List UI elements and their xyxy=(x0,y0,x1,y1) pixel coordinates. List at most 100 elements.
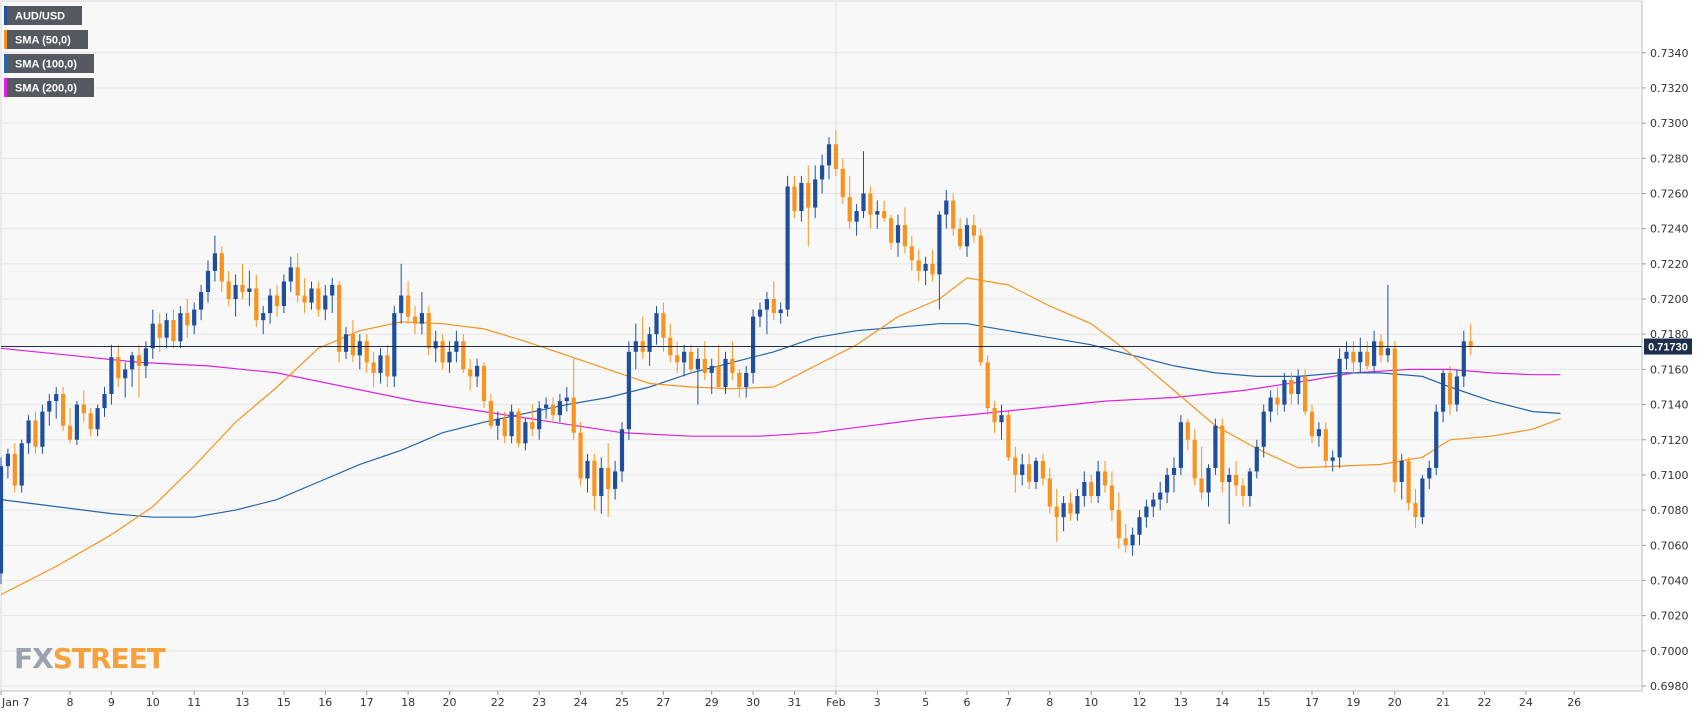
candle[interactable] xyxy=(164,313,169,349)
candle[interactable] xyxy=(233,274,238,317)
candle[interactable] xyxy=(985,355,990,416)
candle[interactable] xyxy=(74,401,79,446)
candle[interactable] xyxy=(1434,404,1439,475)
candle[interactable] xyxy=(1206,464,1211,507)
candle[interactable] xyxy=(709,358,714,395)
candle[interactable] xyxy=(12,443,17,493)
candle[interactable] xyxy=(1399,453,1404,500)
candle[interactable] xyxy=(530,404,535,437)
candle[interactable] xyxy=(1040,453,1045,486)
candle[interactable] xyxy=(923,256,928,285)
candle[interactable] xyxy=(806,165,811,247)
candle[interactable] xyxy=(958,218,963,250)
candle[interactable] xyxy=(426,306,431,356)
legend-item[interactable]: SMA (50,0) xyxy=(4,30,88,49)
candle[interactable] xyxy=(1020,453,1025,486)
candle[interactable] xyxy=(309,281,314,310)
candle[interactable] xyxy=(1123,524,1128,553)
candle[interactable] xyxy=(316,281,321,317)
candle[interactable] xyxy=(730,341,735,380)
legend-item[interactable]: AUD/USD xyxy=(4,6,82,25)
candle[interactable] xyxy=(1178,415,1183,475)
candle[interactable] xyxy=(1109,471,1114,521)
candle[interactable] xyxy=(1378,334,1384,363)
candle[interactable] xyxy=(5,448,10,479)
candle[interactable] xyxy=(226,270,231,307)
candle[interactable] xyxy=(826,137,832,180)
candle[interactable] xyxy=(1130,527,1135,556)
candle[interactable] xyxy=(1199,446,1204,500)
candle[interactable] xyxy=(412,306,418,335)
candle[interactable] xyxy=(1247,467,1252,507)
candle[interactable] xyxy=(1144,499,1149,528)
candle[interactable] xyxy=(1089,474,1094,504)
candle[interactable] xyxy=(1337,348,1342,468)
candle[interactable] xyxy=(88,408,93,437)
candle[interactable] xyxy=(626,341,631,440)
candle[interactable] xyxy=(930,249,935,282)
candle[interactable] xyxy=(1033,457,1039,490)
candle[interactable] xyxy=(682,344,687,377)
candle[interactable] xyxy=(654,306,659,345)
candle[interactable] xyxy=(889,214,894,250)
candle[interactable] xyxy=(95,404,100,437)
candle[interactable] xyxy=(1096,460,1101,504)
candle[interactable] xyxy=(1358,337,1363,373)
candle[interactable] xyxy=(971,214,976,243)
candle[interactable] xyxy=(109,344,114,405)
candle[interactable] xyxy=(909,235,914,271)
candle[interactable] xyxy=(281,274,286,314)
candle[interactable] xyxy=(868,186,873,229)
candle[interactable] xyxy=(47,394,52,426)
candle[interactable] xyxy=(1185,418,1190,451)
candle[interactable] xyxy=(723,351,728,395)
candle[interactable] xyxy=(516,408,521,447)
candle[interactable] xyxy=(833,130,838,176)
candle[interactable] xyxy=(1068,492,1073,521)
candle[interactable] xyxy=(481,362,487,409)
candle[interactable] xyxy=(178,306,183,349)
candle[interactable] xyxy=(157,313,162,352)
legend[interactable]: AUD/USD SMA (50,0) SMA (100,0) SMA (200,0) xyxy=(4,6,94,97)
candle[interactable] xyxy=(592,453,597,511)
candle[interactable] xyxy=(585,453,590,493)
candle[interactable] xyxy=(185,299,190,338)
candle[interactable] xyxy=(337,281,342,363)
candle[interactable] xyxy=(1413,489,1418,528)
candle[interactable] xyxy=(488,394,493,430)
candle[interactable] xyxy=(364,334,369,373)
candle[interactable] xyxy=(550,397,556,423)
candle[interactable] xyxy=(951,193,956,236)
candle[interactable] xyxy=(274,284,280,317)
candle[interactable] xyxy=(1227,467,1232,525)
candle[interactable] xyxy=(1261,404,1266,458)
candle[interactable] xyxy=(757,302,763,328)
candle[interactable] xyxy=(1303,369,1308,416)
candle[interactable] xyxy=(1420,474,1425,525)
candle[interactable] xyxy=(902,207,907,254)
legend-item[interactable]: SMA (100,0) xyxy=(4,54,94,73)
candle[interactable] xyxy=(944,189,949,229)
candle[interactable] xyxy=(171,309,176,349)
candle[interactable] xyxy=(1323,422,1328,468)
candle[interactable] xyxy=(764,292,769,335)
candle[interactable] xyxy=(357,334,362,370)
candle[interactable] xyxy=(1468,323,1473,356)
candle[interactable] xyxy=(378,348,383,384)
candle[interactable] xyxy=(192,302,197,335)
candle[interactable] xyxy=(1454,369,1459,412)
candle[interactable] xyxy=(150,309,155,359)
candle[interactable] xyxy=(212,235,217,282)
candle[interactable] xyxy=(916,249,921,282)
candle[interactable] xyxy=(406,281,411,324)
candle[interactable] xyxy=(1075,489,1080,521)
candle[interactable] xyxy=(1365,341,1370,370)
candle[interactable] xyxy=(1158,481,1163,511)
candle[interactable] xyxy=(1192,429,1197,486)
candle[interactable] xyxy=(799,175,804,222)
legend-item[interactable]: SMA (200,0) xyxy=(4,78,94,97)
candle[interactable] xyxy=(1447,365,1453,416)
candle[interactable] xyxy=(123,362,128,398)
candle[interactable] xyxy=(1061,496,1066,532)
candle[interactable] xyxy=(350,320,355,363)
